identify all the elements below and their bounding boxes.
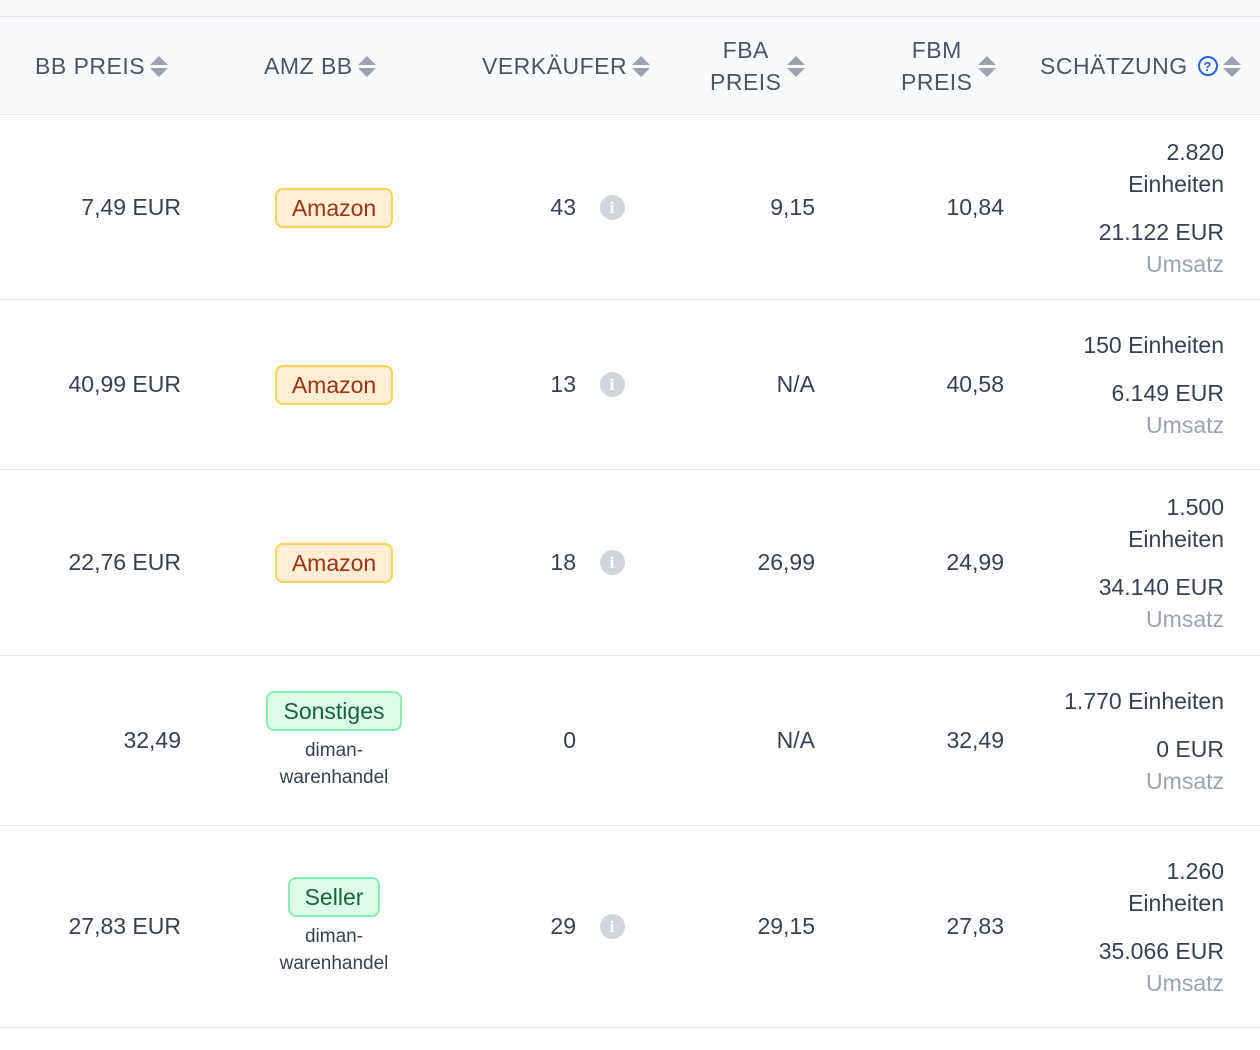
amz-bb-cell: Amazon <box>230 470 438 655</box>
fba-price: N/A <box>776 727 815 753</box>
seller-count: 29 <box>550 913 576 939</box>
sort-icon[interactable] <box>786 55 805 77</box>
estimate-cell: 1.500 Einheiten 34.140 EUR Umsatz <box>1030 470 1224 655</box>
table-row[interactable]: 27,83 EUR Seller diman- warenhandel 29 i… <box>0 826 1260 1028</box>
revenue-label: Umsatz <box>1146 969 1224 996</box>
table-row[interactable]: 40,99 EUR Amazon 13 i N/A 40,58 150 Einh… <box>0 300 1260 470</box>
column-label: FBA <box>722 37 769 63</box>
estimate-cell: 1.260 Einheiten 35.066 EUR Umsatz <box>1030 826 1224 1027</box>
seller-count: 18 <box>550 549 576 575</box>
table-header: BB PREIS AMZ BB VERKÄUFER FBA PREIS FBM … <box>0 17 1260 115</box>
revenue-label: Umsatz <box>1146 767 1224 794</box>
fbm-price: 40,58 <box>946 371 1004 397</box>
table-row[interactable]: 32,49 Sonstiges diman- warenhandel 0 N/A… <box>0 656 1260 826</box>
revenue-label: Umsatz <box>1146 411 1224 438</box>
revenue-estimate: 35.066 EUR <box>1098 937 1224 964</box>
revenue-label: Umsatz <box>1146 250 1224 277</box>
column-header-amz-bb[interactable]: AMZ BB <box>264 17 376 115</box>
buybox-badge: Amazon <box>274 364 394 405</box>
table-row[interactable]: 7,49 EUR Amazon 43 i 9,15 10,84 2.820 Ei… <box>0 116 1260 300</box>
buybox-seller-name: diman- warenhandel <box>280 923 389 977</box>
seller-count: 13 <box>550 371 576 397</box>
seller-count: 43 <box>550 194 576 220</box>
bb-price: 27,83 EUR <box>68 913 181 939</box>
column-header-schaetzung[interactable]: SCHÄTZUNG ? <box>1040 17 1241 115</box>
column-label: PREIS <box>710 69 782 95</box>
sort-icon[interactable] <box>357 55 376 77</box>
seller-name-line: diman- <box>304 925 364 947</box>
buybox-badge: Amazon <box>274 187 394 228</box>
seller-name-line: warenhandel <box>279 766 389 788</box>
column-label: VERKÄUFER <box>482 53 628 79</box>
fbm-price: 10,84 <box>946 194 1004 220</box>
seller-name-line: diman- <box>304 739 364 761</box>
units-estimate-label: Einheiten <box>1128 525 1224 552</box>
column-header-bb-preis[interactable]: BB PREIS <box>35 17 169 115</box>
info-icon[interactable]: i <box>599 372 625 397</box>
fbm-price: 27,83 <box>946 913 1004 939</box>
units-estimate: 2.820 <box>1166 138 1224 165</box>
column-label: BB PREIS <box>35 53 146 79</box>
units-estimate-label: Einheiten <box>1128 889 1224 916</box>
fbm-price: 32,49 <box>946 727 1004 753</box>
amz-bb-cell: Seller diman- warenhandel <box>230 826 438 1027</box>
column-label: FBM <box>911 37 962 63</box>
bb-price: 32,49 <box>123 727 181 753</box>
revenue-label: Umsatz <box>1146 605 1224 632</box>
column-header-fba-preis[interactable]: FBA PREIS <box>710 17 805 115</box>
units-estimate-label: Einheiten <box>1128 170 1224 197</box>
question-circle-icon[interactable]: ? <box>1197 56 1218 76</box>
amz-bb-cell: Amazon <box>230 300 438 469</box>
fbm-price: 24,99 <box>946 549 1004 575</box>
fba-price: 29,15 <box>757 913 815 939</box>
revenue-estimate: 6.149 EUR <box>1111 379 1224 406</box>
units-estimate: 1.500 <box>1166 493 1224 520</box>
column-header-fbm-preis[interactable]: FBM PREIS <box>901 17 996 115</box>
revenue-estimate: 0 EUR <box>1156 735 1224 762</box>
buybox-seller-name: diman- warenhandel <box>280 737 389 791</box>
buybox-badge: Seller <box>287 876 381 917</box>
bb-price: 22,76 EUR <box>68 549 181 575</box>
amz-bb-cell: Amazon <box>230 116 438 299</box>
fba-price: 9,15 <box>770 194 815 220</box>
info-icon[interactable]: i <box>599 195 625 220</box>
column-label: AMZ BB <box>264 53 353 79</box>
column-label: PREIS <box>901 69 973 95</box>
sort-icon[interactable] <box>150 55 169 77</box>
bb-price: 7,49 EUR <box>81 194 181 220</box>
amz-bb-cell: Sonstiges diman- warenhandel <box>230 656 438 825</box>
estimate-cell: 150 Einheiten 6.149 EUR Umsatz <box>1030 300 1224 469</box>
estimate-cell: 2.820 Einheiten 21.122 EUR Umsatz <box>1030 116 1224 299</box>
info-icon[interactable]: i <box>599 550 625 575</box>
fba-price: N/A <box>776 371 815 397</box>
column-label: SCHÄTZUNG <box>1040 53 1188 79</box>
bb-price: 40,99 EUR <box>68 371 181 397</box>
info-icon[interactable]: i <box>599 914 625 939</box>
buybox-badge: Amazon <box>274 542 394 583</box>
sort-icon[interactable] <box>1222 55 1241 77</box>
units-estimate: 1.260 <box>1166 857 1224 884</box>
buybox-badge: Sonstiges <box>266 690 402 731</box>
sort-icon[interactable] <box>632 55 651 77</box>
sort-icon[interactable] <box>977 55 996 77</box>
fba-price: 26,99 <box>757 549 815 575</box>
units-estimate: 150 Einheiten <box>1083 331 1224 358</box>
table-top-strip <box>0 0 1260 17</box>
seller-name-line: warenhandel <box>279 952 389 974</box>
estimate-cell: 1.770 Einheiten 0 EUR Umsatz <box>1030 656 1224 825</box>
units-estimate: 1.770 Einheiten <box>1064 687 1224 714</box>
seller-count: 0 <box>563 727 576 753</box>
table-row[interactable]: 22,76 EUR Amazon 18 i 26,99 24,99 1.500 … <box>0 470 1260 656</box>
revenue-estimate: 34.140 EUR <box>1098 573 1224 600</box>
column-header-verkaeufer[interactable]: VERKÄUFER <box>482 17 651 115</box>
revenue-estimate: 21.122 EUR <box>1098 218 1224 245</box>
